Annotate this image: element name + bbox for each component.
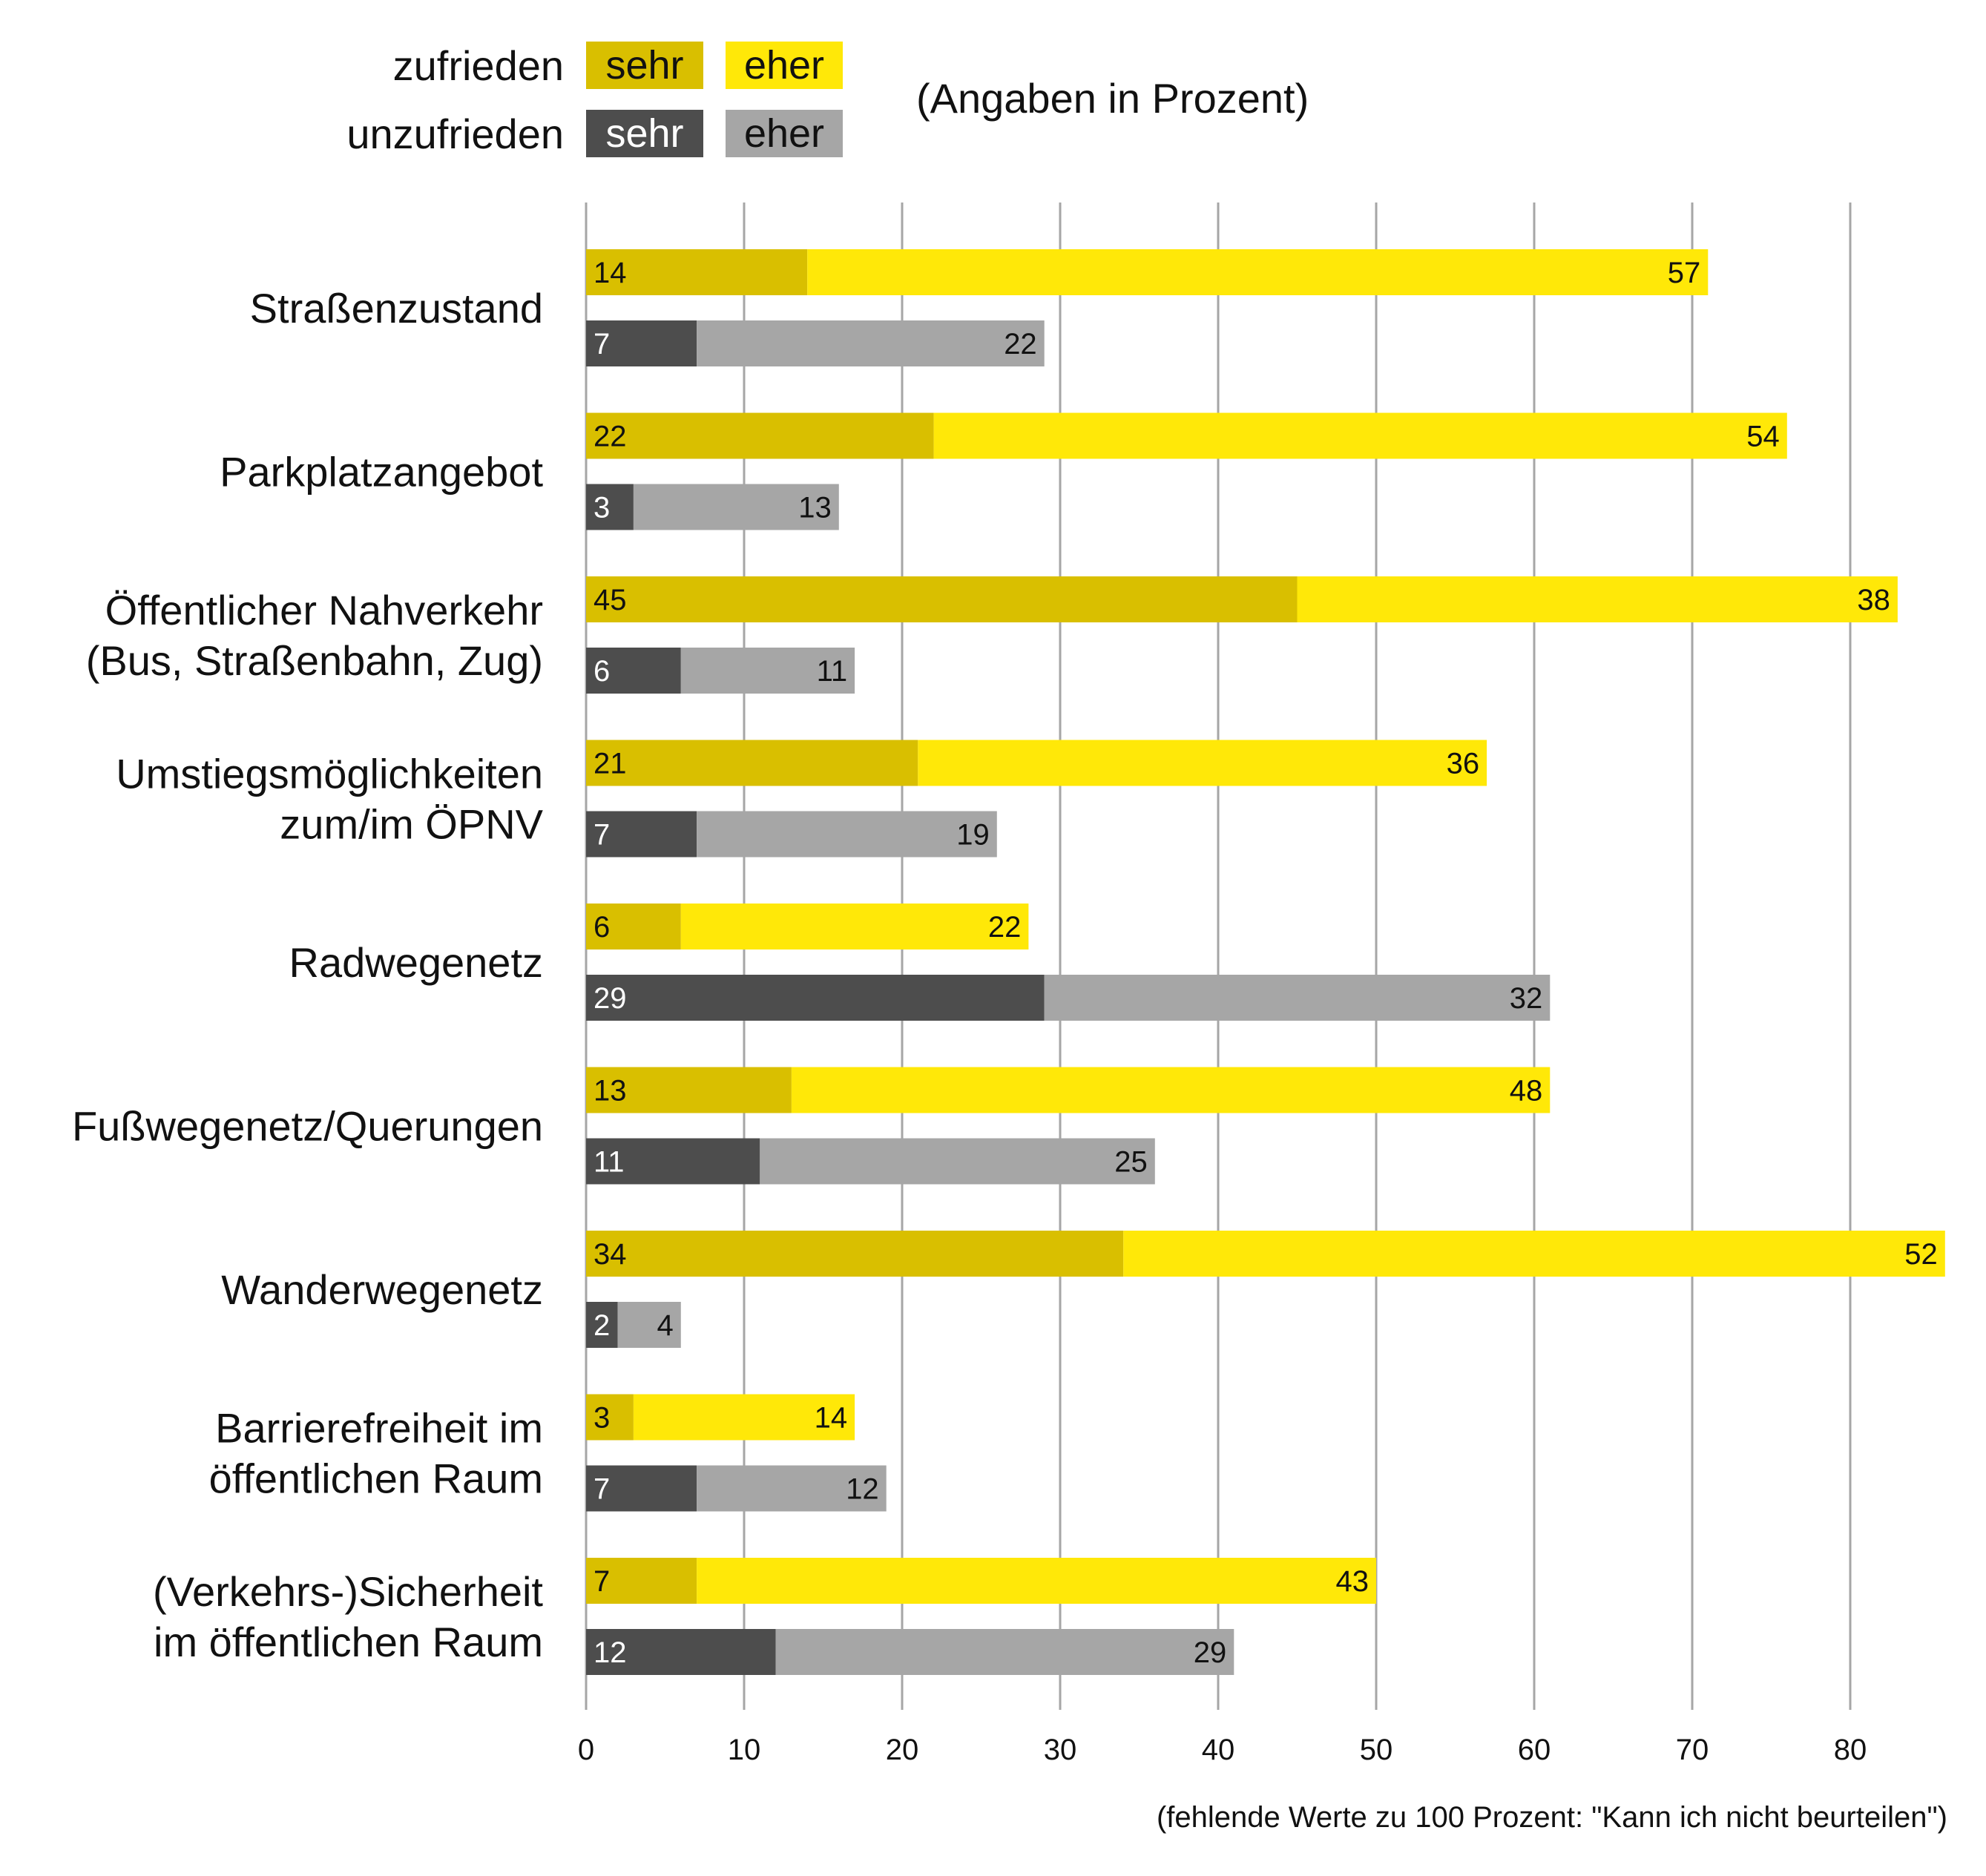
data-label: 7 bbox=[594, 1473, 610, 1506]
data-label: 38 bbox=[1857, 584, 1890, 616]
data-label: 12 bbox=[594, 1636, 627, 1669]
legend-row-label-dissatisfied: unzufrieden bbox=[346, 111, 564, 157]
bar-segment bbox=[697, 811, 997, 858]
bar-segment bbox=[680, 904, 1029, 949]
category-label: Fußwegenetz/Querungen bbox=[72, 1103, 543, 1150]
data-label: 11 bbox=[817, 655, 848, 688]
bar-segment bbox=[760, 1138, 1155, 1185]
bar-segment bbox=[633, 1394, 855, 1441]
bar-segment bbox=[586, 1067, 792, 1113]
data-label: 29 bbox=[594, 982, 627, 1015]
data-label: 48 bbox=[1510, 1075, 1543, 1108]
legend-swatch-dissatisfied-very: sehr bbox=[586, 110, 703, 157]
legend-row-label-satisfied: zufrieden bbox=[392, 42, 564, 89]
data-label: 45 bbox=[594, 584, 627, 616]
x-tick-label: 20 bbox=[886, 1734, 919, 1766]
x-tick-label: 0 bbox=[578, 1734, 594, 1766]
bar-segment bbox=[586, 1465, 697, 1512]
bar-segment bbox=[586, 904, 681, 949]
data-label: 22 bbox=[988, 911, 1022, 944]
bar-segment bbox=[1297, 576, 1898, 622]
category-label: Umstiegsmöglichkeiten zum/im ÖPNV bbox=[116, 751, 543, 848]
legend-swatch-dissatisfied-rather: eher bbox=[726, 110, 843, 157]
x-tick-label: 80 bbox=[1834, 1734, 1867, 1766]
data-label: 14 bbox=[594, 257, 627, 289]
category-label: Öffentlicher Nahverkehr (Bus, Straßenbahn… bbox=[86, 587, 543, 684]
bar-segment bbox=[586, 975, 1045, 1021]
x-tick-label: 10 bbox=[728, 1734, 761, 1766]
category-label: Wanderwegenetz bbox=[221, 1266, 543, 1313]
bar-segment bbox=[807, 249, 1709, 295]
data-label: 3 bbox=[594, 492, 610, 524]
bar-segment bbox=[586, 1138, 760, 1185]
bar-segment bbox=[918, 740, 1487, 786]
data-label: 13 bbox=[594, 1075, 627, 1108]
category-label: (Verkehrs-)Sicherheit im öffentlichen Rau… bbox=[153, 1568, 543, 1665]
data-label: 6 bbox=[594, 911, 610, 944]
unit-note: (Angaben in Prozent) bbox=[916, 75, 1309, 122]
data-label: 11 bbox=[594, 1146, 625, 1179]
bar-segment bbox=[586, 1558, 697, 1604]
data-label: 19 bbox=[956, 819, 990, 852]
bar-segment bbox=[586, 320, 697, 366]
data-label: 36 bbox=[1447, 748, 1480, 780]
data-label: 7 bbox=[594, 819, 610, 852]
bar-segment bbox=[586, 648, 681, 694]
bar-segment bbox=[586, 740, 918, 786]
data-label: 22 bbox=[1004, 328, 1037, 361]
bar-segment bbox=[775, 1629, 1234, 1675]
data-label: 4 bbox=[657, 1309, 674, 1342]
x-tick-label: 60 bbox=[1518, 1734, 1551, 1766]
bar-segment bbox=[933, 412, 1787, 459]
legend-swatch-satisfied-very: sehr bbox=[586, 42, 703, 89]
data-label: 12 bbox=[846, 1473, 879, 1506]
data-label: 22 bbox=[594, 421, 627, 453]
bar-segment bbox=[697, 320, 1045, 366]
bar-segment bbox=[586, 412, 934, 459]
category-label: Radwegenetz bbox=[289, 939, 543, 986]
data-label: 57 bbox=[1668, 257, 1701, 289]
data-label: 43 bbox=[1336, 1565, 1370, 1598]
category-label: Parkplatzangebot bbox=[220, 449, 543, 496]
data-label: 2 bbox=[594, 1309, 610, 1342]
x-tick-label: 50 bbox=[1360, 1734, 1393, 1766]
data-label: 32 bbox=[1510, 982, 1543, 1015]
bar-segment bbox=[586, 484, 634, 530]
data-label: 7 bbox=[594, 328, 610, 361]
x-tick-label: 70 bbox=[1676, 1734, 1709, 1766]
bar-segment bbox=[586, 249, 808, 295]
data-label: 21 bbox=[594, 748, 627, 780]
category-label: Straßenzustand bbox=[250, 285, 543, 332]
data-label: 52 bbox=[1904, 1238, 1938, 1271]
bar-segment bbox=[1044, 975, 1551, 1021]
x-tick-label: 30 bbox=[1044, 1734, 1077, 1766]
bar-segment bbox=[617, 1302, 681, 1348]
category-label: Barrierefreiheit im öffentlichen Raum bbox=[209, 1405, 543, 1502]
data-label: 13 bbox=[798, 492, 832, 524]
bar-segment bbox=[586, 811, 697, 858]
legend-swatch-satisfied-rather: eher bbox=[726, 42, 843, 89]
footnote: (fehlende Werte zu 100 Prozent: "Kann ic… bbox=[1156, 1801, 1947, 1834]
bar-segment bbox=[680, 648, 855, 694]
data-label: 34 bbox=[594, 1238, 627, 1271]
bar-segment bbox=[697, 1465, 887, 1512]
x-tick-label: 40 bbox=[1202, 1734, 1235, 1766]
data-label: 7 bbox=[594, 1565, 610, 1598]
bar-segment bbox=[586, 576, 1298, 622]
bar-segment bbox=[633, 484, 839, 530]
bar-segment bbox=[697, 1558, 1376, 1604]
data-label: 14 bbox=[815, 1402, 848, 1435]
bar-segment bbox=[586, 1394, 634, 1441]
data-label: 3 bbox=[594, 1402, 610, 1435]
data-label: 6 bbox=[594, 655, 610, 688]
data-label: 25 bbox=[1114, 1146, 1148, 1179]
bar-segment bbox=[1123, 1231, 1945, 1277]
data-label: 29 bbox=[1194, 1636, 1227, 1669]
bar-segment bbox=[586, 1629, 776, 1675]
bar-segment bbox=[586, 1231, 1124, 1277]
data-label: 54 bbox=[1746, 421, 1780, 453]
bar-segment bbox=[586, 1302, 618, 1348]
bar-segment bbox=[791, 1067, 1551, 1113]
